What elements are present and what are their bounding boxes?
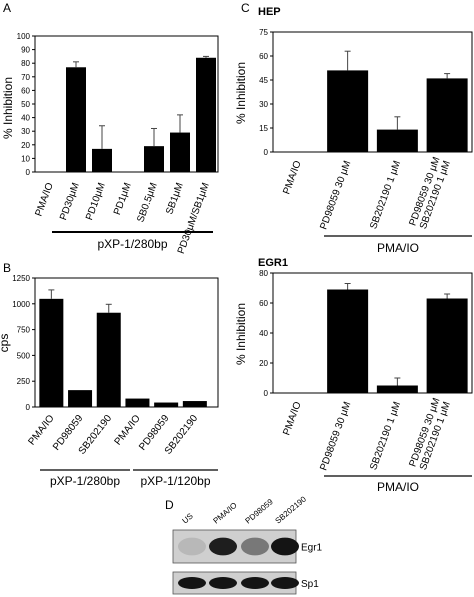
chart-a-panel-label: A	[3, 1, 11, 15]
blot-lane-label: PD98059	[244, 497, 276, 526]
blot-lane-label: SB202190	[274, 494, 309, 525]
chart-c1-bar	[426, 78, 468, 152]
blot-panel-label: D	[165, 498, 174, 512]
chart-b-category-label: PMA/IO	[113, 413, 143, 448]
blot-band	[178, 537, 206, 556]
chart-a-ytick-label: 50	[21, 100, 30, 109]
chart-a-bar	[144, 146, 164, 172]
chart-a: A 0 10 20 30 40 50 60 70 80 90 100 % Inhibition PMA/I…	[1, 1, 219, 255]
chart-b-bar	[68, 390, 93, 407]
blot-band	[241, 537, 269, 556]
chart-a-ytick-label: 90	[21, 46, 30, 55]
blot-band	[209, 577, 237, 589]
chart-c1-category-label: SB202190 1 μM	[368, 159, 403, 230]
chart-c1-ytick-label: 30	[259, 100, 268, 109]
chart-c2-group-label: PMA/IO	[377, 480, 419, 494]
chart-a-ytick-label: 70	[21, 73, 30, 82]
chart-a-category-label: PD1μM	[112, 181, 134, 216]
blot-band	[271, 577, 299, 589]
blot-band	[178, 577, 206, 589]
chart-c2-title: EGR1	[258, 257, 288, 269]
chart-a-category-label: PD30μM	[58, 181, 82, 222]
chart-c2-category-label: PMA/IO	[281, 400, 303, 437]
chart-c1-bar	[327, 70, 369, 152]
chart-c2-category-label: PD98059 30 μMSB202190 1 μM	[407, 397, 452, 473]
chart-b-group-label: pXP-1/280bp	[50, 474, 120, 488]
chart-b-ytick-label: 750	[17, 326, 31, 335]
chart-b-ylabel: cps	[0, 334, 11, 353]
chart-b-bar	[39, 298, 64, 407]
chart-c2-category-label: SB202190 1 μM	[368, 400, 403, 471]
chart-c2: EGR1 0 20 40 60 80 % Inhibition PMA/IO PD98059 3…	[234, 257, 473, 494]
chart-a-frame	[34, 35, 219, 173]
chart-a-ytick-label: 10	[21, 154, 30, 163]
chart-c1-category-label: PD98059 30 μM	[318, 159, 353, 231]
blot-band-label: Egr1	[301, 543, 323, 554]
blot-band	[209, 537, 237, 556]
chart-b: B025050075010001250cpsPMA/IOPD98059SB202…	[0, 261, 219, 488]
chart-b-bar	[182, 401, 207, 407]
chart-a-ytick-label: 40	[21, 114, 30, 123]
chart-b-bar	[96, 312, 121, 407]
chart-a-category-label: PMA/IO	[34, 181, 56, 218]
chart-b-group-label: pXP-1/120bp	[140, 474, 210, 488]
chart-c2-bar	[426, 298, 468, 393]
chart-c1-category-label: PMA/IO	[281, 159, 303, 196]
chart-a-bar	[170, 132, 190, 172]
chart-b-ytick-label: 1250	[12, 274, 30, 283]
chart-c1: C HEP 0 15 30 45 60 75 % Inhibition PMA/IO PD98059…	[234, 1, 473, 255]
chart-c1-bar	[376, 129, 418, 152]
chart-a-ytick-label: 0	[26, 168, 31, 177]
chart-c1-group-label: PMA/IO	[377, 241, 419, 255]
chart-c2-ylabel: % Inhibition	[234, 303, 248, 365]
chart-c2-ytick-label: 60	[259, 299, 268, 308]
chart-b-ytick-label: 0	[26, 403, 31, 412]
chart-c1-ytick-label: 60	[259, 52, 268, 61]
chart-b-ytick-label: 1000	[12, 300, 30, 309]
chart-a-ylabel: % Inhibition	[1, 77, 15, 139]
blot-lane-label: PMA/IO	[212, 501, 239, 526]
chart-c1-ytick-label: 0	[264, 148, 269, 157]
chart-c1-ylabel: % Inhibition	[234, 62, 248, 124]
chart-c1-title: HEP	[258, 6, 281, 18]
chart-a-bar	[66, 67, 86, 172]
chart-c1-ytick-label: 75	[259, 28, 268, 37]
blot-lane-label: US	[181, 511, 195, 525]
blot-band-label: Sp1	[301, 579, 319, 590]
chart-a-category-label: PD10μM	[84, 181, 108, 222]
chart-a-bar	[92, 148, 112, 172]
chart-c1-ytick-label: 45	[259, 76, 268, 85]
chart-c1-category-label: PD98059 30 μMSB202190 1 μM	[407, 156, 452, 232]
chart-a-bar	[196, 57, 216, 173]
chart-c2-bar	[327, 289, 369, 393]
chart-b-panel-label: B	[3, 261, 11, 275]
chart-c2-ytick-label: 80	[259, 269, 268, 278]
chart-c2-ytick-label: 0	[264, 389, 269, 398]
chart-a-ytick-label: 100	[17, 32, 31, 41]
chart-c1-ytick-label: 15	[259, 124, 268, 133]
chart-b-bar	[125, 398, 150, 407]
chart-c1-frame	[272, 31, 473, 153]
chart-a-ytick-label: 80	[21, 59, 30, 68]
chart-c2-ytick-label: 20	[259, 359, 268, 368]
chart-c2-bar	[376, 385, 418, 393]
chart-b-bar	[154, 402, 179, 407]
chart-a-category-label: SB0.5μM	[135, 181, 159, 224]
chart-a-ytick-label: 60	[21, 86, 30, 95]
blot-band	[271, 537, 299, 556]
chart-b-ytick-label: 500	[17, 351, 31, 360]
chart-c2-category-label: PD98059 30 μM	[318, 400, 353, 472]
chart-a-category-label: SB1μM	[164, 181, 186, 216]
blot-band	[241, 577, 269, 589]
chart-a-group-label: pXP-1/280bp	[97, 237, 167, 251]
chart-b-ytick-label: 250	[17, 377, 31, 386]
chart-a-ytick-label: 20	[21, 141, 30, 150]
chart-c2-ytick-label: 40	[259, 329, 268, 338]
chart-a-ytick-label: 30	[21, 127, 30, 136]
chart-b-category-label: PMA/IO	[26, 413, 56, 448]
chart-c1-panel-label: C	[241, 1, 250, 15]
